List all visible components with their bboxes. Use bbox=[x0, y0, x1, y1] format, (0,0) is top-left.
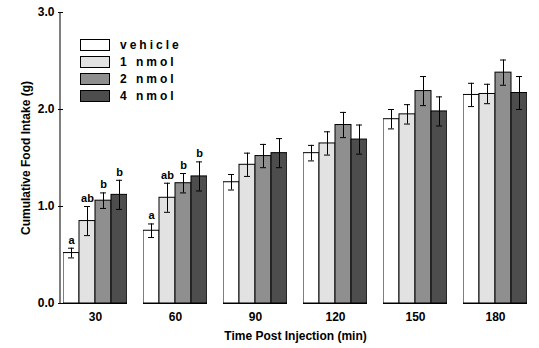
svg-text:b: b bbox=[180, 159, 187, 171]
svg-text:ab: ab bbox=[81, 192, 94, 204]
svg-text:150: 150 bbox=[405, 310, 425, 324]
svg-text:180: 180 bbox=[485, 310, 505, 324]
svg-text:90: 90 bbox=[249, 310, 263, 324]
svg-text:a: a bbox=[68, 234, 75, 246]
svg-text:120: 120 bbox=[325, 310, 345, 324]
svg-text:2.0: 2.0 bbox=[38, 102, 55, 116]
svg-text:ab: ab bbox=[161, 169, 174, 181]
svg-text:b: b bbox=[116, 166, 123, 178]
svg-text:b: b bbox=[100, 178, 107, 190]
svg-text:Time Post Injection (min): Time Post Injection (min) bbox=[224, 329, 366, 343]
svg-text:1.0: 1.0 bbox=[38, 199, 55, 213]
html-text:1 nmol: 1 nmol bbox=[120, 54, 177, 69]
svg-text:60: 60 bbox=[169, 310, 183, 324]
html-text:4 nmol: 4 nmol bbox=[120, 88, 177, 103]
svg-text:30: 30 bbox=[89, 310, 103, 324]
svg-text:Cumulative Food Intake (g): Cumulative Food Intake (g) bbox=[19, 81, 33, 235]
svg-text:a: a bbox=[148, 209, 155, 221]
svg-text:0.0: 0.0 bbox=[38, 296, 55, 310]
svg-text:b: b bbox=[196, 147, 203, 159]
svg-text:3.0: 3.0 bbox=[38, 5, 55, 19]
html-text:vehicle: vehicle bbox=[120, 37, 182, 52]
html-text:2 nmol: 2 nmol bbox=[120, 71, 177, 86]
